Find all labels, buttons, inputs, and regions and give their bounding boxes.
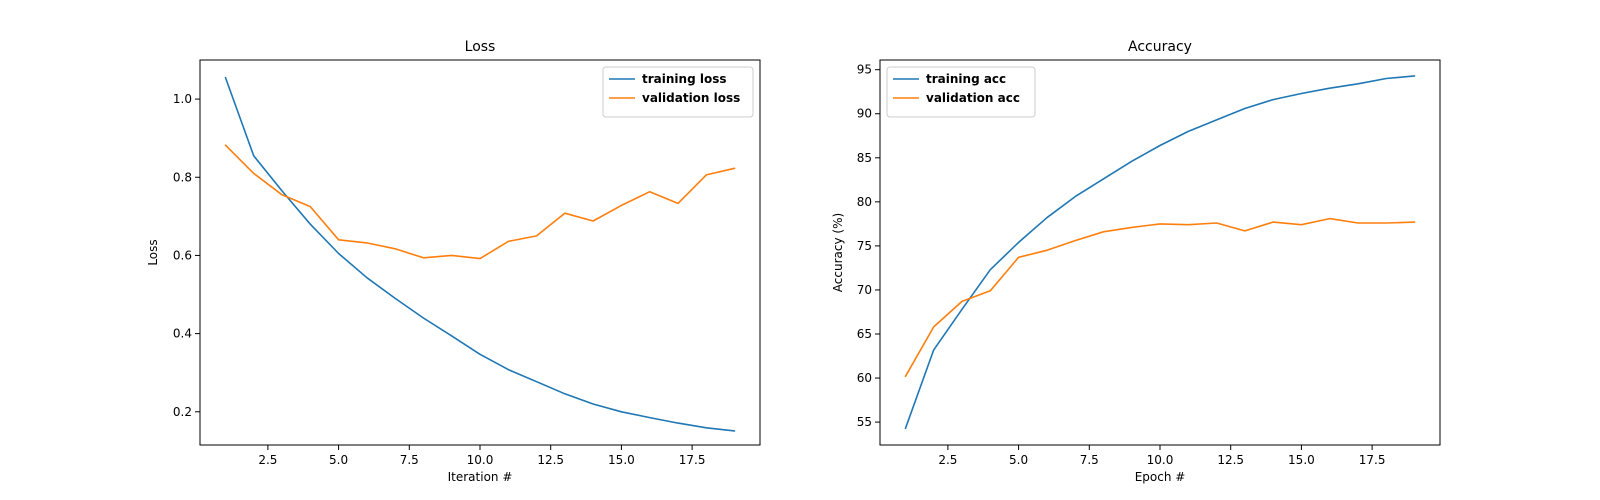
y-tick-label: 80	[857, 195, 872, 209]
y-tick-label: 75	[857, 239, 872, 253]
series-line-validation-loss	[224, 144, 736, 260]
x-tick-label: 5.0	[329, 453, 348, 467]
series-line-validation-acc	[904, 217, 1416, 378]
legend-label: validation acc	[926, 91, 1020, 105]
legend-box	[886, 66, 1036, 118]
legend-label: training loss	[642, 72, 726, 86]
y-tick-label: 55	[857, 415, 872, 429]
y-tick-label: 1.0	[173, 92, 192, 106]
x-tick-label: 2.5	[938, 453, 957, 467]
x-axis-label: Epoch #	[1135, 470, 1186, 484]
loss-subplot: Loss 2.5 5.0 7.5 10.0 12.5 15.0 17.5 0.2 0.4 0.6 0.…	[146, 39, 761, 484]
series-line-training-loss	[224, 76, 736, 432]
plot-area-frame	[199, 59, 761, 446]
y-tick-label: 90	[857, 107, 872, 121]
x-tick-label: 17.5	[1359, 453, 1386, 467]
y-tick-label: 70	[857, 283, 872, 297]
y-axis-label: Loss	[146, 239, 160, 265]
x-tick-label: 15.0	[1288, 453, 1315, 467]
accuracy-subplot: Accuracy 2.5 5.0 7.5 10.0 12.5 15.0 17.5 55 60 65 7…	[831, 39, 1441, 484]
x-tick-label: 12.5	[537, 453, 564, 467]
x-tick-label: 15.0	[608, 453, 635, 467]
y-tick-label: 60	[857, 371, 872, 385]
y-tick-label: 0.6	[173, 248, 192, 262]
y-axis-label: Accuracy (%)	[831, 213, 845, 292]
y-tick-label: 0.4	[173, 327, 192, 341]
x-axis-label: Iteration #	[448, 470, 513, 484]
x-tick-label: 17.5	[679, 453, 706, 467]
x-tick-label: 10.0	[1147, 453, 1174, 467]
legend: training acc validation acc	[886, 66, 1036, 118]
x-tick-label: 7.5	[1080, 453, 1099, 467]
y-tick-label: 0.8	[173, 170, 192, 184]
x-tick-label: 10.0	[467, 453, 494, 467]
plot-area-frame	[879, 59, 1441, 446]
x-tick-label: 5.0	[1009, 453, 1028, 467]
chart-title: Loss	[465, 39, 496, 55]
legend-label: validation loss	[642, 91, 740, 105]
legend-box	[602, 66, 754, 118]
legend: training loss validation loss	[602, 66, 754, 118]
chart-title: Accuracy	[1128, 39, 1192, 55]
series-line-training-acc	[904, 75, 1416, 430]
x-tick-label: 7.5	[400, 453, 419, 467]
y-tick-label: 0.2	[173, 405, 192, 419]
y-tick-label: 65	[857, 327, 872, 341]
y-tick-label: 85	[857, 151, 872, 165]
y-tick-label: 95	[857, 63, 872, 77]
x-tick-label: 12.5	[1217, 453, 1244, 467]
x-tick-label: 2.5	[258, 453, 277, 467]
legend-label: training acc	[926, 72, 1006, 86]
